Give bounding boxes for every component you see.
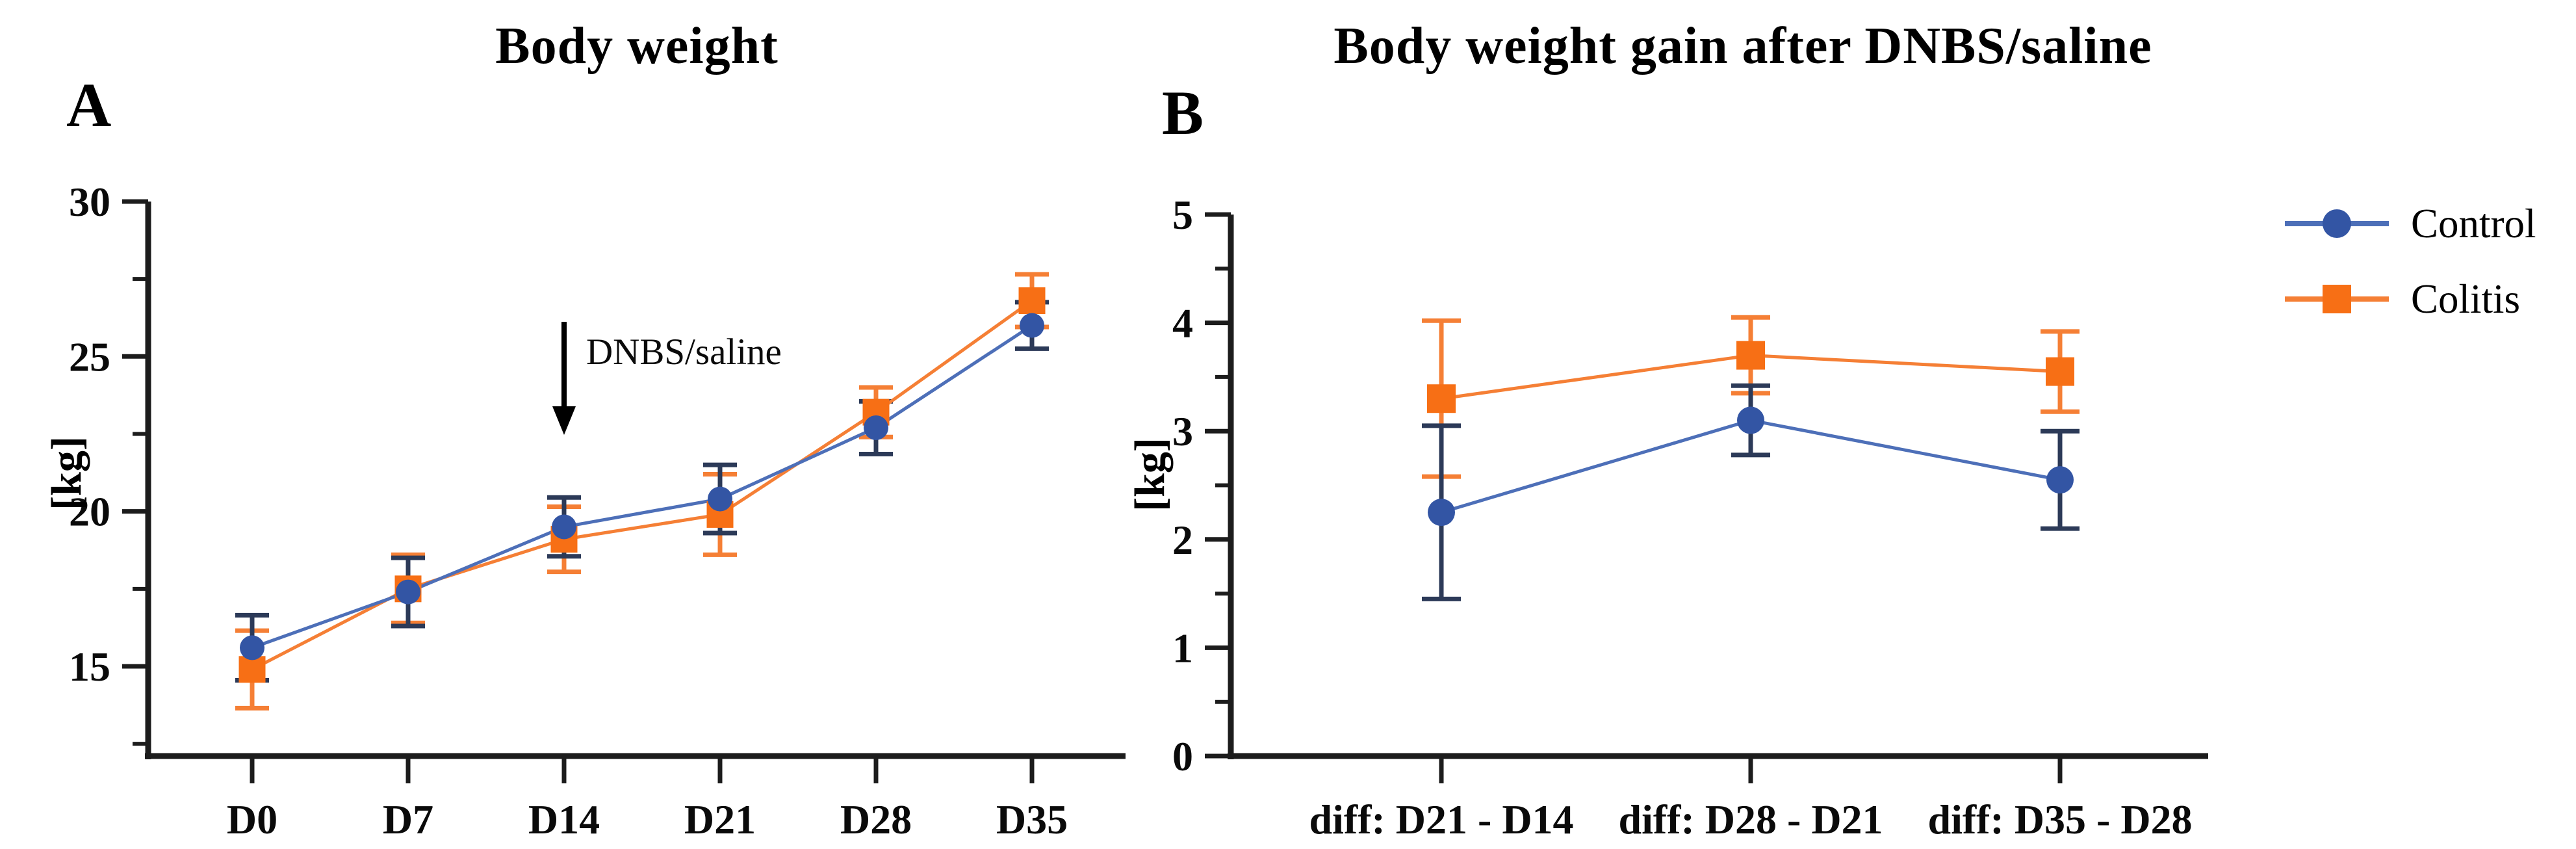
legend-label-control: Control	[2411, 200, 2536, 246]
svg-text:5: 5	[1172, 192, 1193, 238]
svg-text:D21: D21	[684, 796, 756, 842]
svg-text:1: 1	[1172, 625, 1193, 671]
svg-text:diff: D35 - D28: diff: D35 - D28	[1927, 796, 2192, 842]
svg-text:D7: D7	[383, 796, 433, 842]
svg-text:DNBS/saline: DNBS/saline	[586, 332, 782, 372]
chart-a-ylabel: [kg]	[43, 436, 90, 510]
svg-text:D14: D14	[528, 796, 600, 842]
colitis-square-icon	[2323, 285, 2351, 313]
svg-text:D35: D35	[996, 796, 1068, 842]
legend-label-colitis: Colitis	[2411, 276, 2521, 322]
svg-text:diff: D21 - D14: diff: D21 - D14	[1309, 796, 1573, 842]
legend-item-control: Control	[2285, 201, 2536, 246]
chart-b-title: Body weight gain after DNBS/saline	[1333, 18, 2152, 75]
svg-text:diff: D28 - D21: diff: D28 - D21	[1618, 796, 1883, 842]
svg-text:30: 30	[69, 179, 110, 225]
svg-text:25: 25	[69, 333, 110, 380]
svg-text:3: 3	[1172, 408, 1193, 454]
legend-item-colitis: Colitis	[2285, 276, 2536, 322]
chart-a-title: Body weight	[495, 18, 779, 75]
svg-text:D28: D28	[840, 796, 912, 842]
svg-text:20: 20	[69, 489, 110, 535]
svg-text:2: 2	[1172, 517, 1193, 563]
svg-text:0: 0	[1172, 733, 1193, 779]
svg-text:15: 15	[69, 644, 110, 690]
control-circle-icon	[2323, 209, 2351, 238]
chart-b-ylabel: [kg]	[1126, 438, 1174, 512]
legend: Control Colitis	[2285, 201, 2536, 322]
svg-text:D0: D0	[227, 796, 277, 842]
colitis-series-key	[2285, 278, 2389, 320]
panel-letter-b: B	[1162, 78, 1204, 148]
panel-letter-a: A	[66, 70, 112, 140]
svg-text:4: 4	[1172, 300, 1193, 346]
control-series-key	[2285, 203, 2389, 244]
